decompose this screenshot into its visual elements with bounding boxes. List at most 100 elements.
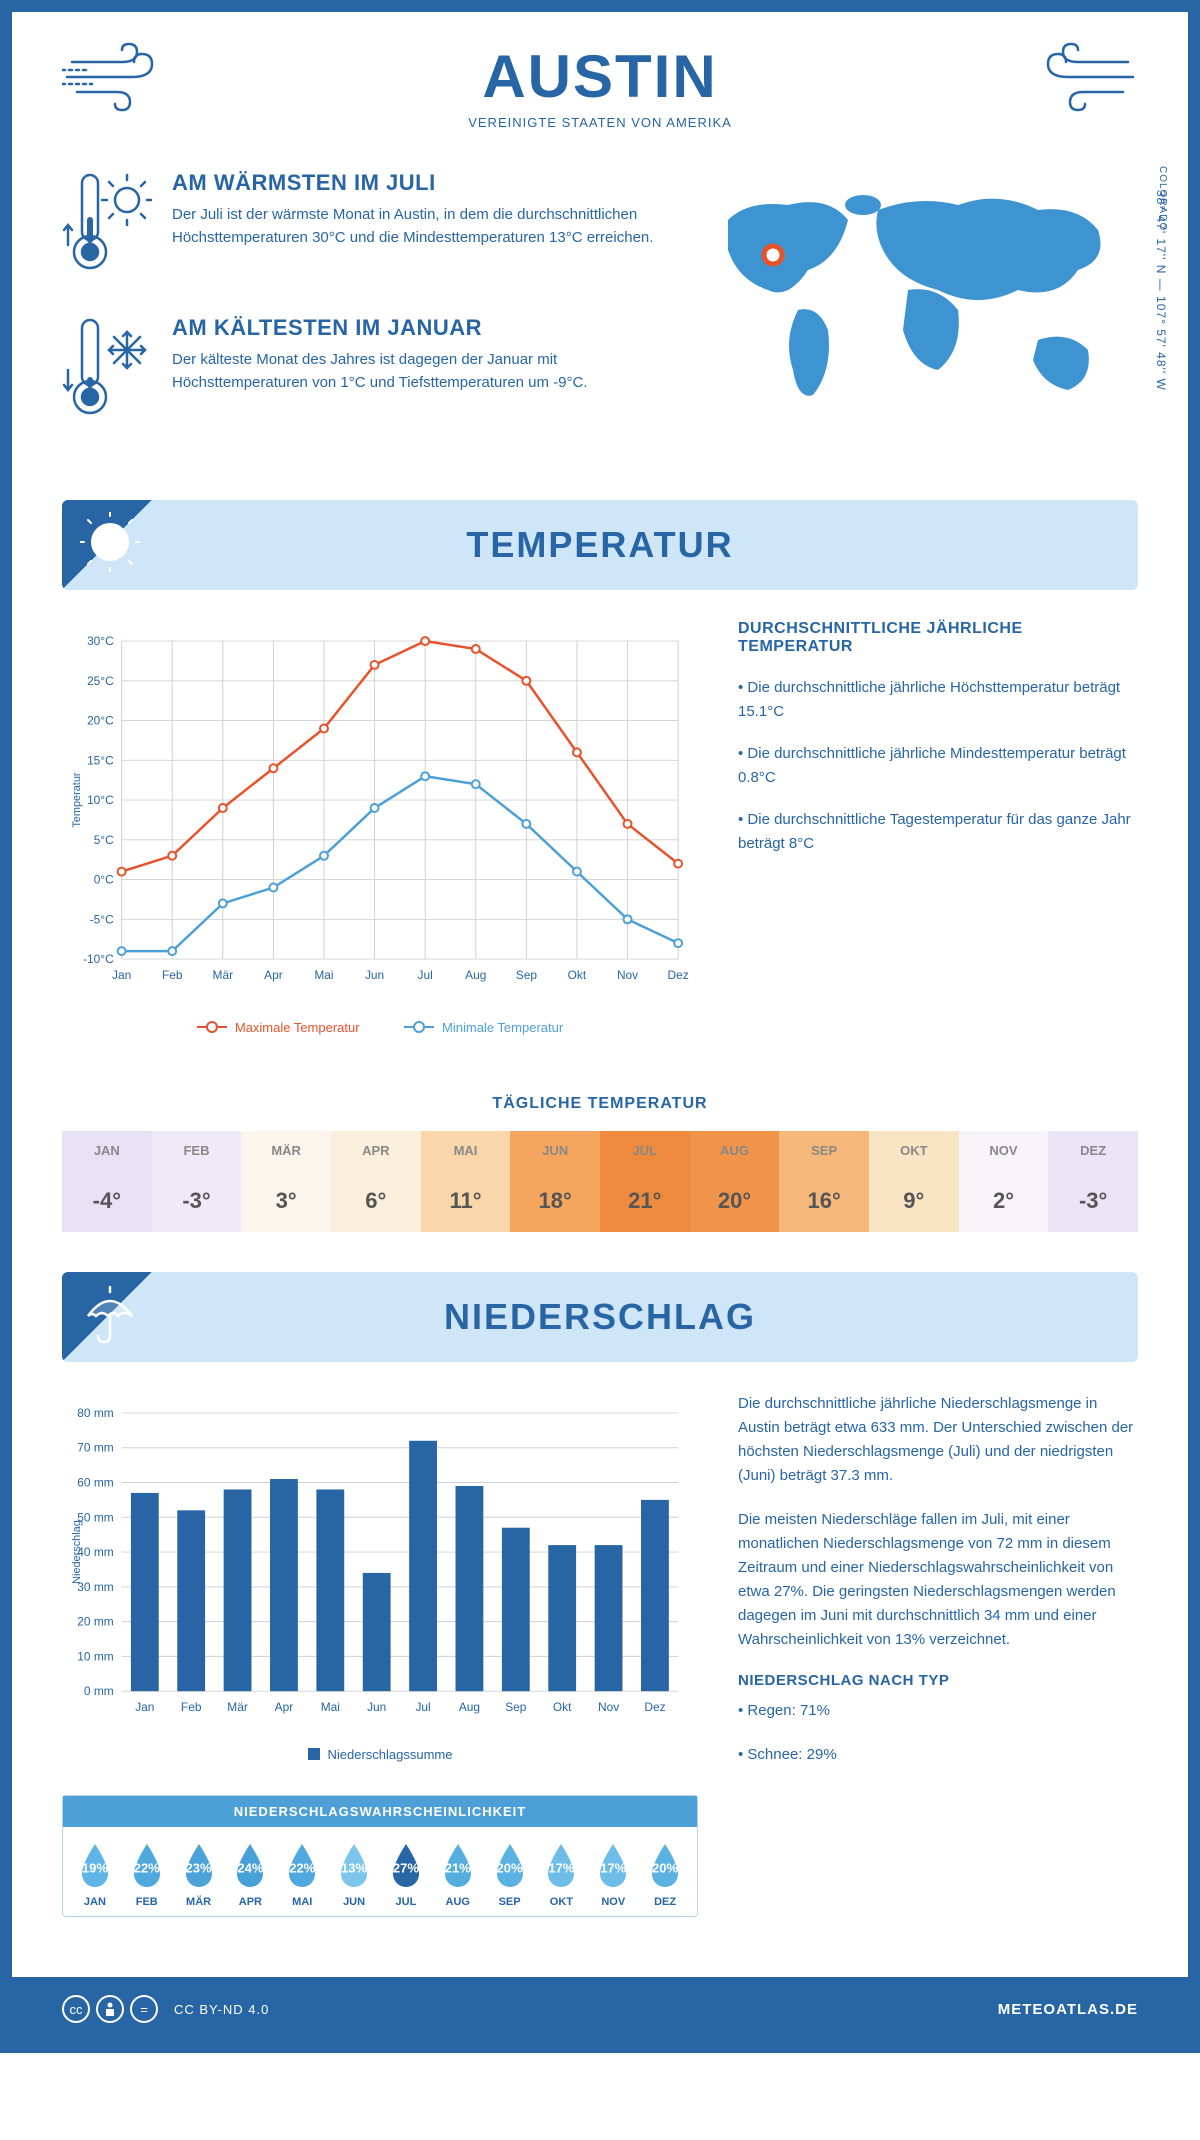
svg-text:80 mm: 80 mm [77,1405,113,1419]
warmest-title: AM WÄRMSTEN IM JULI [172,170,658,196]
svg-text:Okt: Okt [568,968,587,982]
svg-text:Temperatur: Temperatur [71,772,83,828]
wind-icon-left [62,42,182,112]
coldest-text: Der kälteste Monat des Jahres ist dagege… [172,349,658,394]
svg-text:25°C: 25°C [87,674,114,688]
svg-text:Mai: Mai [314,968,333,982]
precip-legend: Niederschlagssumme [62,1737,698,1776]
daily-cell: MAI11° [421,1131,511,1232]
svg-text:Jun: Jun [367,1700,386,1714]
daily-cell: OKT9° [869,1131,959,1232]
prob-drop: 24% APR [226,1842,274,1908]
prob-drop: 13% JUN [330,1842,378,1908]
daily-temp-table: JAN-4° FEB-3° MÄR3° APR6° MAI11° JUN18° … [62,1128,1138,1232]
svg-text:Jul: Jul [418,968,433,982]
temp-banner: TEMPERATUR [62,500,1138,590]
daily-cell: AUG20° [690,1131,780,1232]
prob-title: NIEDERSCHLAGSWAHRSCHEINLICHKEIT [63,1796,697,1827]
temp-bullet-0: • Die durchschnittliche jährliche Höchst… [738,676,1138,724]
precip-type-title: NIEDERSCHLAG NACH TYP [738,1672,1138,1689]
prob-drop: 20% SEP [486,1842,534,1908]
nd-icon: = [130,1995,158,2023]
svg-text:Feb: Feb [162,968,183,982]
umbrella-icon [80,1284,140,1349]
city-title: AUSTIN [182,42,1018,111]
coldest-block: AM KÄLTESTEN IM JANUAR Der kälteste Mona… [62,315,658,430]
svg-text:Aug: Aug [465,968,486,982]
svg-text:Niederschlag: Niederschlag [71,1520,83,1584]
daily-cell: JUN18° [510,1131,600,1232]
daily-cell: JAN-4° [62,1131,152,1232]
thermometer-hot-icon [62,170,152,285]
svg-text:Jan: Jan [112,968,131,982]
svg-text:Aug: Aug [459,1700,480,1714]
svg-text:5°C: 5°C [94,833,114,847]
svg-text:Jun: Jun [365,968,384,982]
daily-title: TÄGLICHE TEMPERATUR [12,1095,1188,1113]
daily-cell: SEP16° [779,1131,869,1232]
warmest-block: AM WÄRMSTEN IM JULI Der Juli ist der wär… [62,170,658,285]
svg-text:10°C: 10°C [87,793,114,807]
prob-drop: 27% JUL [382,1842,430,1908]
prob-drop: 17% OKT [537,1842,585,1908]
cc-icon: cc [62,1995,90,2023]
svg-text:Sep: Sep [505,1700,527,1714]
thermometer-cold-icon [62,315,152,430]
daily-cell: MÄR3° [241,1131,331,1232]
svg-text:30°C: 30°C [87,634,114,648]
by-icon [96,1995,124,2023]
temp-legend: Maximale Temperatur Minimale Temperatur [62,1005,698,1045]
svg-text:Dez: Dez [644,1700,665,1714]
svg-text:Nov: Nov [617,968,638,982]
precip-text-2: Die meisten Niederschläge fallen im Juli… [738,1508,1138,1652]
precip-text-1: Die durchschnittliche jährliche Niedersc… [738,1392,1138,1488]
svg-text:Okt: Okt [553,1700,572,1714]
daily-cell: FEB-3° [152,1131,242,1232]
wind-icon-right [1018,42,1138,112]
footer-site: METEOATLAS.DE [998,2001,1138,2018]
svg-text:Mär: Mär [227,1700,248,1714]
daily-cell: NOV2° [959,1131,1049,1232]
svg-text:20 mm: 20 mm [77,1614,113,1628]
prob-drop: 17% NOV [589,1842,637,1908]
svg-text:Jan: Jan [135,1700,154,1714]
svg-text:20°C: 20°C [87,714,114,728]
svg-text:Apr: Apr [275,1700,294,1714]
country-subtitle: VEREINIGTE STAATEN VON AMERIKA [182,115,1018,130]
probability-box: NIEDERSCHLAGSWAHRSCHEINLICHKEIT 19% JAN … [62,1795,698,1917]
svg-text:0 mm: 0 mm [84,1684,114,1698]
daily-cell: APR6° [331,1131,421,1232]
coords-label: 38° 47' 17'' N — 107° 57' 48'' W [1154,190,1168,391]
svg-text:Jul: Jul [415,1700,430,1714]
precipitation-bar-chart: 0 mm10 mm20 mm30 mm40 mm50 mm60 mm70 mm8… [62,1392,698,1732]
svg-text:Mai: Mai [321,1700,340,1714]
svg-text:Dez: Dez [668,968,689,982]
svg-text:Feb: Feb [181,1700,202,1714]
temp-bullet-1: • Die durchschnittliche jährliche Mindes… [738,742,1138,790]
svg-text:15°C: 15°C [87,753,114,767]
precip-section-title: NIEDERSCHLAG [62,1296,1138,1338]
temp-bullet-2: • Die durchschnittliche Tagestemperatur … [738,808,1138,856]
warmest-text: Der Juli ist der wärmste Monat in Austin… [172,204,658,249]
sun-icon [80,512,140,577]
header-row: AUSTIN VEREINIGTE STAATEN VON AMERIKA [12,12,1188,150]
precip-type-0: • Regen: 71% [738,1699,1138,1723]
svg-text:Apr: Apr [264,968,283,982]
svg-text:60 mm: 60 mm [77,1475,113,1489]
daily-cell: JUL21° [600,1131,690,1232]
daily-cell: DEZ-3° [1048,1131,1138,1232]
svg-text:70 mm: 70 mm [77,1440,113,1454]
world-map: COLORADO 38° 47' 17'' N — 107° 57' 48'' … [698,170,1138,460]
legend-min: Minimale Temperatur [442,1020,563,1035]
prob-drop: 23% MÄR [175,1842,223,1908]
svg-text:10 mm: 10 mm [77,1649,113,1663]
prob-drop: 22% MAI [278,1842,326,1908]
precip-type-1: • Schnee: 29% [738,1743,1138,1767]
prob-drop: 21% AUG [434,1842,482,1908]
coldest-title: AM KÄLTESTEN IM JANUAR [172,315,658,341]
svg-text:Sep: Sep [516,968,538,982]
temp-side-title: DURCHSCHNITTLICHE JÄHRLICHE TEMPERATUR [738,620,1138,656]
prob-drop: 20% DEZ [641,1842,689,1908]
prob-drop: 22% FEB [123,1842,171,1908]
svg-text:-10°C: -10°C [83,952,114,966]
